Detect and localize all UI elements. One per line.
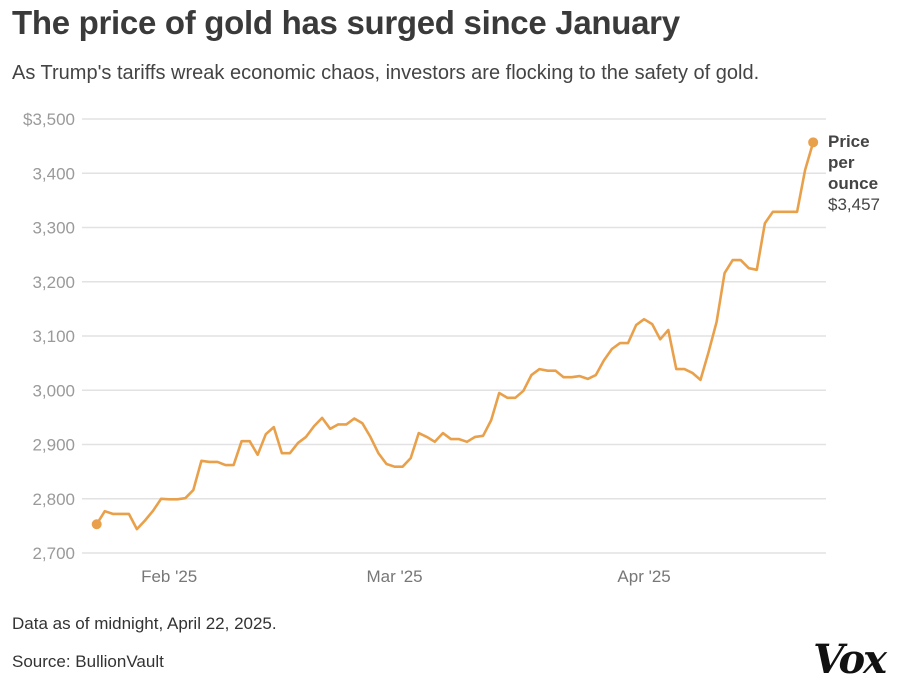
series-line-gold-price <box>95 141 815 531</box>
y-tick-label: 3,000 <box>32 381 75 400</box>
x-tick-label: Mar '25 <box>366 567 422 586</box>
end-label-value: $3,457 <box>828 195 880 214</box>
y-tick-label: 3,100 <box>32 327 75 346</box>
y-tick-label: $3,500 <box>23 110 75 129</box>
source-note: Source: BullionVault <box>12 652 164 671</box>
vox-logo: Vox <box>813 636 887 683</box>
y-tick-label: 3,400 <box>32 164 75 183</box>
chart-title: The price of gold has surged since Janua… <box>12 4 680 41</box>
y-tick-label: 2,900 <box>32 436 75 455</box>
data-note: Data as of midnight, April 22, 2025. <box>12 614 277 633</box>
x-tick-label: Feb '25 <box>141 567 197 586</box>
y-tick-label: 2,800 <box>32 490 75 509</box>
end-label-line3: ounce <box>828 174 878 193</box>
end-point <box>808 137 819 148</box>
chart-subtitle: As Trump's tariffs wreak economic chaos,… <box>12 62 760 84</box>
y-tick-label: 2,700 <box>32 544 75 563</box>
end-label-line2: per <box>828 153 855 172</box>
start-point <box>91 519 102 530</box>
y-tick-label: 3,200 <box>32 273 75 292</box>
x-tick-label: Apr '25 <box>617 567 670 586</box>
y-tick-label: 3,300 <box>32 219 75 238</box>
end-label-line1: Price <box>828 132 870 151</box>
